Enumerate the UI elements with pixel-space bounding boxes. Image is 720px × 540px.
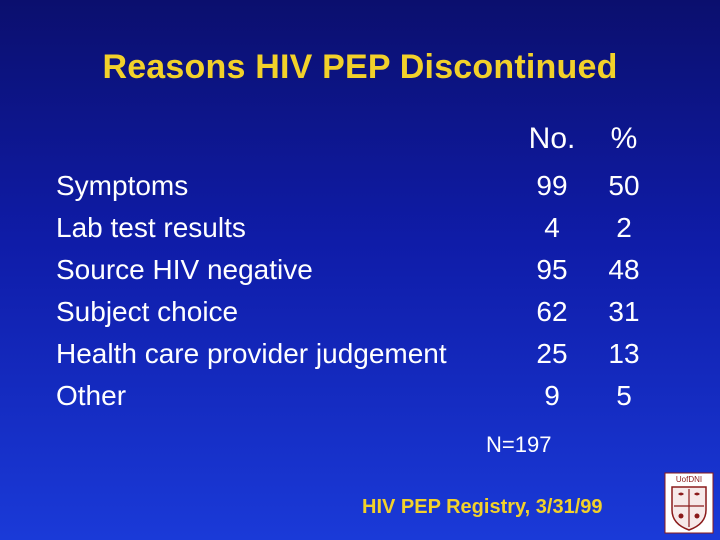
- row-number: 9: [544, 380, 560, 411]
- row-reason: Lab test results: [56, 212, 246, 243]
- row-number: 95: [536, 254, 568, 285]
- column-header-number: No.: [528, 122, 576, 155]
- row-number: 4: [544, 212, 560, 243]
- row-reason: Symptoms: [56, 170, 189, 201]
- row-percent: 50: [608, 170, 640, 201]
- table-row: Health care provider judgement 25 13: [0, 334, 720, 376]
- row-percent: 13: [608, 338, 640, 369]
- slide-title: Reasons HIV PEP Discontinued: [102, 48, 618, 86]
- row-reason: Other: [56, 380, 127, 411]
- table-row: Source HIV negative 95 48: [0, 250, 720, 292]
- row-percent: 2: [616, 212, 632, 243]
- row-number: 99: [536, 170, 568, 201]
- table-row: Subject choice 62 31: [0, 292, 720, 334]
- row-percent: 31: [608, 296, 640, 327]
- row-percent: 48: [608, 254, 640, 285]
- university-crest-icon: UofDNI: [664, 472, 714, 534]
- logo-text: UofDNI: [676, 475, 702, 484]
- row-reason: Source HIV negative: [56, 254, 313, 285]
- table-row: Symptoms 99 50: [0, 166, 720, 208]
- total-count: N=197: [486, 432, 552, 457]
- row-percent: 5: [616, 380, 632, 411]
- row-reason: Health care provider judgement: [56, 338, 447, 369]
- row-number: 62: [536, 296, 568, 327]
- reasons-table: Symptoms 99 50 Lab test results 4 2 Sour…: [0, 166, 720, 418]
- source-citation: HIV PEP Registry, 3/31/99: [362, 496, 603, 518]
- row-reason: Subject choice: [56, 296, 239, 327]
- table-row: Lab test results 4 2: [0, 208, 720, 250]
- column-header-percent: %: [610, 122, 638, 155]
- row-number: 25: [536, 338, 568, 369]
- table-row: Other 9 5: [0, 376, 720, 418]
